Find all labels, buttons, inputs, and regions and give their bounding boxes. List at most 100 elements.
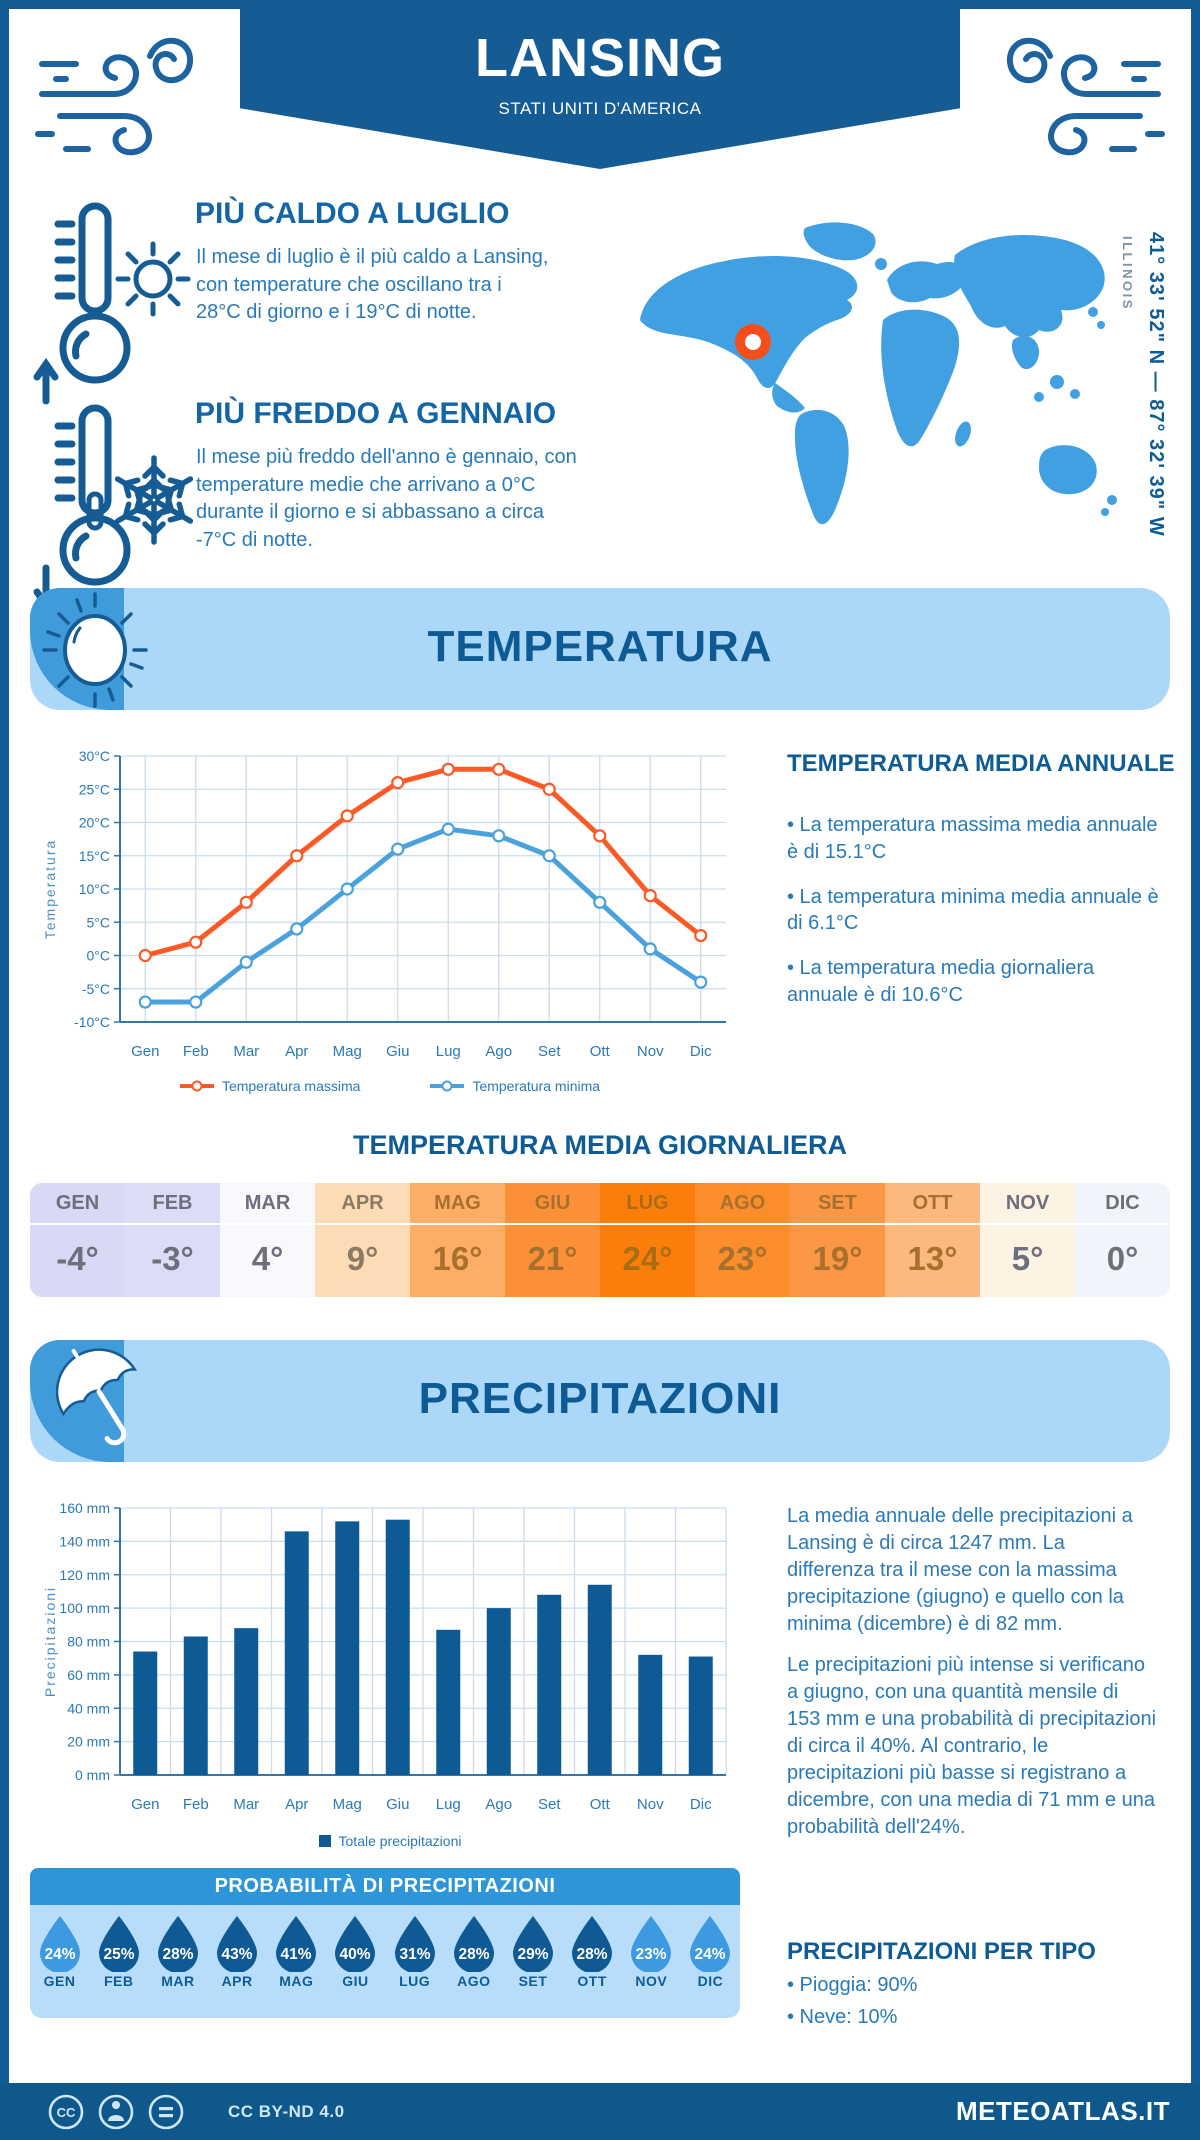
svg-text:29%: 29% <box>517 1946 548 1963</box>
temperature-line-chart: Gen Feb Mar Apr Mag Giu Lug Ago Set Ott Nov Dic -10°… <box>40 740 740 1072</box>
table-value-cell: 9° <box>315 1225 410 1297</box>
svg-text:40%: 40% <box>340 1946 371 1963</box>
raindrop-icon: 29% <box>512 1916 553 1972</box>
precipitation-paragraphs: La media annuale delle precipitazioni a … <box>787 1503 1157 1855</box>
legend-swatch <box>430 1080 465 1092</box>
svg-text:28%: 28% <box>577 1946 608 1963</box>
svg-text:41%: 41% <box>281 1946 312 1963</box>
svg-text:28%: 28% <box>162 1946 193 1963</box>
svg-text:Temperatura: Temperatura <box>42 839 58 940</box>
svg-text:Set: Set <box>538 1043 561 1060</box>
page-title: LANSING <box>475 28 725 88</box>
precip-type-bullet: • Neve: 10% <box>787 2006 898 2028</box>
svg-text:Apr: Apr <box>285 1796 308 1813</box>
raindrop-icon: 43% <box>217 1916 258 1972</box>
precip-type-bullets: • Pioggia: 90% • Neve: 10% <box>787 1974 917 2029</box>
page-subtitle: STATI UNITI D'AMERICA <box>498 99 702 118</box>
table-month-cell: LUG <box>600 1183 695 1223</box>
svg-text:Dic: Dic <box>690 1796 712 1813</box>
site-label: METEOATLAS.IT <box>955 2096 1170 2126</box>
drop-month-label: SET <box>518 1973 548 1989</box>
svg-text:-5°C: -5°C <box>82 981 110 997</box>
daily-temperature-table: GEN -4° FEB -3° MAR 4° APR 9° MAG 16° GIU 21° LUG 24°… <box>30 1183 1170 1297</box>
raindrop-icon: 23% <box>631 1916 672 1972</box>
svg-text:-10°C: -10°C <box>74 1014 110 1030</box>
probability-drop: 43% APR <box>208 1914 267 2018</box>
table-month-cell: SET <box>790 1183 885 1223</box>
daily-temp-title: TEMPERATURA MEDIA GIORNALIERA <box>353 1130 847 1160</box>
temperature-section-title: TEMPERATURA <box>427 622 773 671</box>
svg-text:43%: 43% <box>222 1946 253 1963</box>
table-month-cell: GEN <box>30 1183 125 1223</box>
precipitation-chart-legend: Totale precipitazioni <box>40 1833 740 1849</box>
raindrop-icon: 40% <box>335 1916 376 1972</box>
table-month-cell: APR <box>315 1183 410 1223</box>
thermometer-up-icon <box>33 202 131 405</box>
table-column: APR 9° <box>315 1183 410 1297</box>
svg-text:60 mm: 60 mm <box>67 1667 110 1683</box>
wind-icon <box>1006 37 1165 156</box>
table-month-cell: FEB <box>125 1183 220 1223</box>
table-month-cell: NOV <box>980 1183 1075 1223</box>
table-value-cell: 13° <box>885 1225 980 1297</box>
annual-temp-bullets: • La temperatura massima media annuale è… <box>787 812 1162 1027</box>
probability-drop: 28% MAR <box>148 1914 207 2018</box>
warm-title: PIÙ CALDO A LUGLIO <box>195 197 510 230</box>
left-border <box>0 0 9 2140</box>
raindrop-icon: 28% <box>453 1916 494 1972</box>
precipitation-paragraph: Le precipitazioni più intense si verific… <box>787 1654 1157 1838</box>
svg-text:Ott: Ott <box>590 1796 611 1813</box>
svg-text:23%: 23% <box>636 1946 667 1963</box>
drop-month-label: LUG <box>399 1973 431 1989</box>
header-banner: LANSING STATI UNITI D'AMERICA <box>240 9 960 169</box>
drop-month-label: MAG <box>279 1973 314 1989</box>
temperature-chart-legend: Temperatura massima Temperatura minima <box>40 1078 740 1094</box>
precip-type-bullet: • Pioggia: 90% <box>787 1974 918 1996</box>
cold-title: PIÙ FREDDO A GENNAIO <box>195 397 557 430</box>
drop-month-label: GEN <box>43 1973 76 1989</box>
table-value-cell: -3° <box>125 1225 220 1297</box>
precipitation-paragraph: La media annuale delle precipitazioni a … <box>787 1505 1133 1635</box>
svg-text:40 mm: 40 mm <box>67 1700 110 1716</box>
footer: CC CC BY-ND 4.0 METEOATLAS.IT <box>0 2083 1200 2140</box>
table-value-cell: 5° <box>980 1225 1075 1297</box>
snowflake-icon <box>106 452 202 548</box>
drop-month-label: GIU <box>342 1973 369 1989</box>
table-month-cell: DIC <box>1075 1183 1170 1223</box>
svg-text:Nov: Nov <box>637 1043 664 1060</box>
table-value-cell: 23° <box>695 1225 790 1297</box>
svg-text:Mag: Mag <box>333 1796 362 1813</box>
probability-drop: 29% SET <box>503 1914 562 2018</box>
table-value-cell: 0° <box>1075 1225 1170 1297</box>
svg-text:Dic: Dic <box>690 1043 712 1060</box>
table-value-cell: 24° <box>600 1225 695 1297</box>
table-column: SET 19° <box>790 1183 885 1297</box>
table-column: DIC 0° <box>1075 1183 1170 1297</box>
svg-text:24%: 24% <box>44 1946 75 1963</box>
legend-label: Totale precipitazioni <box>338 1833 462 1849</box>
raindrop-icon: 28% <box>572 1916 613 1972</box>
annual-bullet: • La temperatura massima media annuale è… <box>787 814 1158 863</box>
drop-month-label: DIC <box>697 1973 724 1989</box>
raindrop-icon: 31% <box>394 1916 435 1972</box>
svg-text:25%: 25% <box>103 1946 134 1963</box>
svg-text:28%: 28% <box>458 1946 489 1963</box>
svg-text:24%: 24% <box>695 1946 726 1963</box>
svg-text:100 mm: 100 mm <box>59 1600 110 1616</box>
probability-drop: 31% LUG <box>385 1914 444 2018</box>
probability-drop: 40% GIU <box>326 1914 385 2018</box>
annual-temp-heading: TEMPERATURA MEDIA ANNUALE <box>787 750 1175 777</box>
warm-text: Il mese di luglio è il più caldo a Lansi… <box>196 246 549 324</box>
annual-bullet: • La temperatura minima media annuale è … <box>787 885 1159 935</box>
legend-item: Temperatura minima <box>430 1078 600 1094</box>
probability-drop: 24% DIC <box>681 1914 740 2018</box>
raindrop-icon: 25% <box>98 1916 139 1972</box>
svg-text:Set: Set <box>538 1796 561 1813</box>
region-label: ILLINOIS <box>1120 236 1135 311</box>
drop-month-label: FEB <box>104 1973 134 1989</box>
svg-text:Giu: Giu <box>386 1796 409 1813</box>
svg-text:15°C: 15°C <box>79 848 110 864</box>
svg-text:Feb: Feb <box>183 1796 209 1813</box>
svg-text:CC: CC <box>57 2105 76 2120</box>
